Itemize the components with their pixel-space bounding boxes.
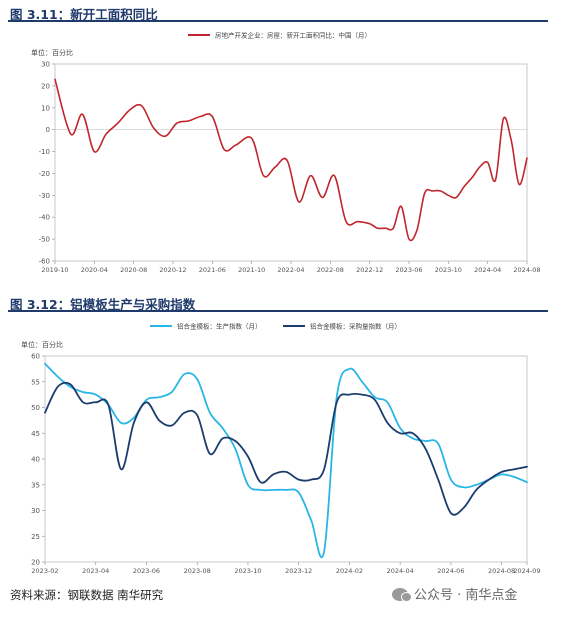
y-tick-label: 50 — [31, 404, 40, 412]
y-tick-label: 35 — [31, 481, 40, 489]
x-tick-label: 2024-06 — [437, 567, 464, 575]
y-tick-label: -60 — [39, 258, 50, 266]
x-tick-label: 2020-12 — [159, 266, 186, 274]
x-tick-label: 2021-06 — [199, 266, 226, 274]
x-tick-label: 2023-12 — [285, 567, 312, 575]
x-tick-label: 2019-10 — [41, 266, 68, 274]
chart1-figure-title: 图 3.11：新开工面积同比 — [10, 7, 158, 22]
y-tick-label: 20 — [31, 559, 40, 567]
chart1-title-rule — [8, 20, 548, 22]
y-tick-label: -20 — [39, 170, 50, 178]
x-tick-label: 2023-08 — [184, 567, 211, 575]
y-tick-label: 55 — [31, 378, 40, 386]
y-tick-label: -10 — [39, 148, 50, 156]
series-line-1 — [54, 78, 528, 242]
legend-label: 铝合金模板：采购量指数（月） — [310, 322, 401, 331]
series-line-1 — [44, 362, 528, 559]
x-tick-label: 2023-04 — [82, 567, 109, 575]
x-tick-label: 2024-08 — [488, 567, 515, 575]
x-tick-label: 2023-06 — [395, 266, 422, 274]
wechat-icon — [392, 588, 412, 602]
y-tick-label: 60 — [31, 353, 40, 361]
x-tick-label: 2024-09 — [513, 567, 540, 575]
x-tick-label: 2020-04 — [81, 266, 108, 274]
y-tick-label: -30 — [39, 192, 50, 200]
series-line-2 — [44, 381, 528, 516]
x-tick-label: 2021-10 — [238, 266, 265, 274]
y-tick-label: 25 — [31, 533, 40, 541]
y-tick-label: 30 — [31, 507, 40, 515]
legend-label: 房地产开发企业：房屋：新开工面积同比：中国（月） — [215, 31, 371, 40]
x-tick-label: 2023-10 — [435, 266, 462, 274]
x-tick-label: 2022-08 — [317, 266, 344, 274]
y-tick-label: -40 — [39, 214, 50, 222]
watermark: 公众号 · 南华点金 — [392, 584, 517, 603]
legend-label: 铝合金模板：生产指数（月） — [177, 322, 262, 331]
x-tick-label: 2024-04 — [387, 567, 414, 575]
y-tick-label: -50 — [39, 236, 50, 244]
y-tick-label: 0 — [46, 126, 50, 134]
x-tick-label: 2024-08 — [513, 266, 540, 274]
plot-frame — [54, 63, 528, 262]
chart2-figure-title: 图 3.12：铝模板生产与采购指数 — [10, 297, 196, 312]
x-tick-label: 2020-08 — [120, 266, 147, 274]
y-tick-label: 20 — [41, 82, 50, 90]
x-tick-label: 2022-04 — [277, 266, 304, 274]
y-axis-unit-label: 单位：百分比 — [21, 340, 63, 349]
x-tick-label: 2023-02 — [31, 567, 58, 575]
y-tick-label: 30 — [41, 61, 50, 69]
chart2-title-rule — [8, 310, 548, 312]
data-source-note: 资料来源：钢联数据 南华研究 — [10, 588, 164, 602]
x-tick-label: 2023-06 — [133, 567, 160, 575]
watermark-text: 公众号 · 南华点金 — [414, 588, 518, 603]
x-tick-label: 2024-04 — [474, 266, 501, 274]
x-tick-label: 2023-10 — [234, 567, 261, 575]
y-axis-unit-label: 单位：百分比 — [31, 48, 73, 57]
y-tick-label: 40 — [31, 456, 40, 464]
x-tick-label: 2022-12 — [356, 266, 383, 274]
x-tick-label: 2024-02 — [336, 567, 363, 575]
y-tick-label: 45 — [31, 430, 40, 438]
y-tick-label: 10 — [41, 104, 50, 112]
